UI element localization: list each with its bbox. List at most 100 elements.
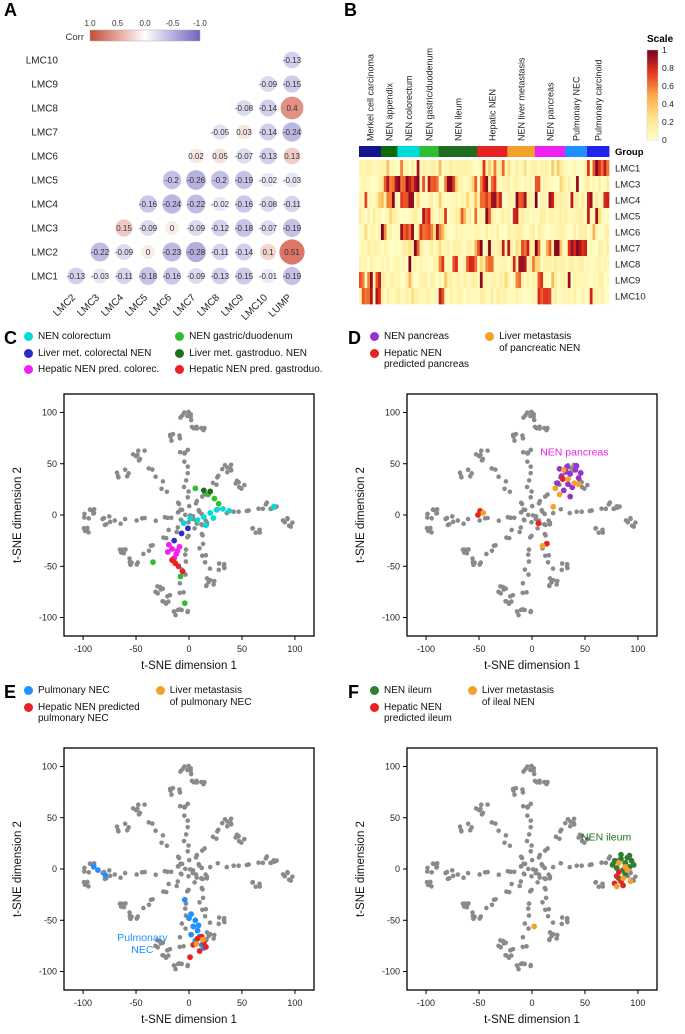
svg-text:LMC3: LMC3 <box>615 180 640 191</box>
legend-dot-icon <box>24 348 33 358</box>
legend-dot-icon <box>467 686 477 695</box>
svg-text:50: 50 <box>237 998 247 1008</box>
panel-b-label: B <box>344 0 357 20</box>
legend-column: Liver metastasis of pancreatic NEN <box>485 331 580 371</box>
legend-label: Liver metastasis of pulmonary NEC <box>169 685 252 708</box>
svg-text:-0.12: -0.12 <box>211 224 230 233</box>
svg-text:-100: -100 <box>417 998 435 1008</box>
svg-text:-0.24: -0.24 <box>283 128 302 137</box>
svg-text:LMC7: LMC7 <box>615 244 640 255</box>
legend-item: Liver met. colorectal NEN <box>24 348 159 360</box>
legend-dot-icon <box>370 702 379 712</box>
svg-text:0.13: 0.13 <box>284 152 300 161</box>
svg-text:LMC1: LMC1 <box>615 164 640 175</box>
legend-label: Hepatic NEN pred. colorec. <box>38 364 160 375</box>
svg-text:0: 0 <box>186 644 191 654</box>
svg-text:-0.13: -0.13 <box>283 56 302 65</box>
svg-text:0.4: 0.4 <box>662 99 674 109</box>
svg-text:100: 100 <box>287 644 302 654</box>
svg-text:50: 50 <box>47 459 57 469</box>
legend-dot-icon <box>24 702 33 712</box>
svg-text:50: 50 <box>47 813 57 823</box>
svg-text:100: 100 <box>42 762 57 772</box>
svg-text:-0.11: -0.11 <box>211 248 229 257</box>
svg-text:-50: -50 <box>387 915 400 925</box>
svg-text:LMC9: LMC9 <box>31 80 58 91</box>
legend-label: Hepatic NEN predicted pancreas <box>384 347 470 371</box>
legend-column: Liver metastasis of pulmonary NEC <box>155 685 252 725</box>
svg-text:0: 0 <box>186 998 191 1008</box>
svg-text:-50: -50 <box>44 915 57 925</box>
svg-text:t-SNE dimension 2: t-SNE dimension 2 <box>12 467 24 563</box>
svg-text:100: 100 <box>385 762 400 772</box>
svg-text:LMC5: LMC5 <box>123 292 150 319</box>
svg-text:LMC4: LMC4 <box>99 292 126 319</box>
legend-item: NEN pancreas <box>370 331 469 343</box>
svg-text:NEN colorectum: NEN colorectum <box>404 75 414 141</box>
svg-text:NEN pancreas: NEN pancreas <box>545 82 555 141</box>
legend-column: NEN ileum Hepatic NEN predicted ileum <box>370 685 452 725</box>
svg-text:1: 1 <box>662 45 667 55</box>
legend-column: Pulmonary NEC Hepatic NEN predicted pulmon… <box>24 685 140 725</box>
svg-text:LMC10: LMC10 <box>240 292 271 323</box>
svg-text:100: 100 <box>385 408 400 418</box>
panel-b-methylation-heatmap: Merkel cell carcinoma NEN appendix NEN col… <box>359 34 674 305</box>
legend-dot-icon <box>175 365 185 374</box>
svg-text:LMC8: LMC8 <box>615 260 640 271</box>
svg-text:NEC: NEC <box>131 944 154 956</box>
panel-e-tsne-plot: -100 -100 -50 -50 0 0 50 50 100 100 t-SNE dimensio… <box>12 747 315 1026</box>
svg-text:-50: -50 <box>473 998 486 1008</box>
svg-text:0: 0 <box>395 510 400 520</box>
panel-d-tsne-plot: -100 -100 -50 -50 0 0 50 50 100 100 t-SNE dimensio… <box>355 393 658 672</box>
legend-label: NEN gastric/duodenum <box>189 331 293 342</box>
svg-text:t-SNE dimension 2: t-SNE dimension 2 <box>355 467 367 563</box>
legend-item: Hepatic NEN pred. colorec. <box>24 364 159 376</box>
svg-text:-0.19: -0.19 <box>283 272 302 281</box>
legend-item: Liver metastasis of ileal NEN <box>467 685 554 708</box>
svg-text:0.02: 0.02 <box>188 152 204 161</box>
legend-column: NEN colorectum Liver met. colorectal NEN H… <box>24 331 159 376</box>
svg-text:LMC6: LMC6 <box>147 292 174 319</box>
svg-text:-0.16: -0.16 <box>139 200 158 209</box>
legend-label: Hepatic NEN predicted ileum <box>384 701 452 725</box>
svg-text:-100: -100 <box>74 998 92 1008</box>
svg-text:-0.15: -0.15 <box>235 272 254 281</box>
svg-text:-0.26: -0.26 <box>187 176 206 185</box>
legend-dot-icon <box>370 348 379 358</box>
svg-text:-0.19: -0.19 <box>235 176 254 185</box>
svg-text:t-SNE dimension 2: t-SNE dimension 2 <box>12 821 24 917</box>
panel-a-label: A <box>4 0 17 20</box>
panel-e-legend: Pulmonary NEC Hepatic NEN predicted pulmon… <box>24 685 251 725</box>
legend-item: Hepatic NEN predicted pancreas <box>370 348 469 371</box>
legend-item: Hepatic NEN predicted ileum <box>370 702 452 725</box>
svg-text:-0.01: -0.01 <box>259 272 278 281</box>
legend-label: Pulmonary NEC <box>38 685 110 696</box>
legend-dot-icon <box>485 332 495 341</box>
svg-text:-0.28: -0.28 <box>187 248 206 257</box>
legend-item: Liver metastasis of pancreatic NEN <box>485 331 580 354</box>
svg-text:LMC3: LMC3 <box>31 224 58 235</box>
svg-text:LMC10: LMC10 <box>615 292 646 303</box>
svg-text:50: 50 <box>237 644 247 654</box>
svg-text:-0.23: -0.23 <box>163 248 182 257</box>
legend-dot-icon <box>370 332 379 341</box>
legend-item: Hepatic NEN predicted pulmonary NEC <box>24 702 140 725</box>
svg-text:0.0: 0.0 <box>139 19 151 28</box>
plot-points <box>424 409 638 618</box>
legend-item: Liver met. gastroduo. NEN <box>175 348 322 360</box>
panel-c-legend: NEN colorectum Liver met. colorectal NEN H… <box>24 331 323 376</box>
legend-label: NEN ileum <box>384 685 432 696</box>
svg-text:LMC7: LMC7 <box>31 128 58 139</box>
svg-text:LMC3: LMC3 <box>75 292 102 319</box>
svg-text:LMC5: LMC5 <box>31 176 58 187</box>
panel-f-tsne-plot: -100 -100 -50 -50 0 0 50 50 100 100 t-SNE dimensio… <box>355 747 658 1026</box>
svg-text:Scale: Scale <box>647 34 674 45</box>
svg-text:-0.22: -0.22 <box>187 200 206 209</box>
svg-text:0: 0 <box>146 248 151 257</box>
svg-text:-100: -100 <box>39 967 57 977</box>
svg-text:-0.16: -0.16 <box>235 200 254 209</box>
svg-text:0.8: 0.8 <box>662 63 674 73</box>
svg-text:-100: -100 <box>382 613 400 623</box>
svg-text:0.51: 0.51 <box>284 248 300 257</box>
panel-e-label: E <box>4 682 17 702</box>
